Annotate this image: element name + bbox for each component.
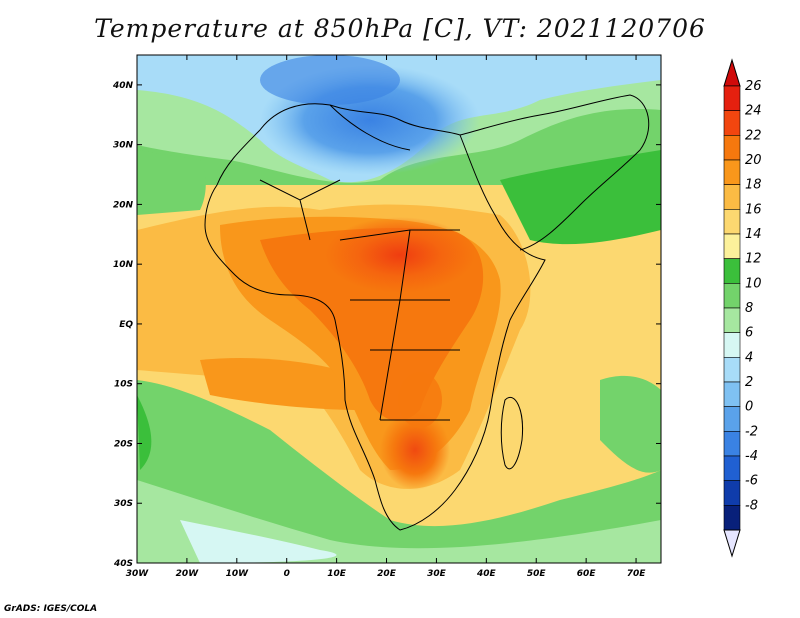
colorbar-label: 10 xyxy=(745,276,762,291)
longitude-ticks: 30W 20W 10W 0 10E 20E 30E 40E 50E 60E 70E xyxy=(126,55,646,579)
colorbar-swatch xyxy=(723,184,741,210)
colorbar-swatch xyxy=(723,233,741,259)
colorbar-label: 4 xyxy=(745,350,753,365)
colorbar-swatch xyxy=(723,135,741,161)
colorbar-swatch xyxy=(723,480,741,506)
lon-tick-label: 10W xyxy=(226,569,250,579)
colorbar-label: 18 xyxy=(745,178,762,193)
colorbar-label: -6 xyxy=(745,474,758,489)
lon-tick-label: 20E xyxy=(377,569,397,579)
colorbar-swatch xyxy=(723,357,741,383)
lon-tick-label: 50E xyxy=(527,569,547,579)
lon-tick-label: 40E xyxy=(476,569,497,579)
colorbar-swatch xyxy=(723,283,741,309)
chart-title: Temperature at 850hPa [C], VT: 202112070… xyxy=(94,14,706,43)
lat-tick-label: 40S xyxy=(113,559,133,569)
lon-tick-label: 70E xyxy=(627,569,647,579)
colorbar-top-arrow xyxy=(723,58,741,87)
colorbar-label: 0 xyxy=(745,400,753,415)
lon-tick-label: 60E xyxy=(577,569,597,579)
coastlines xyxy=(204,94,650,531)
colorbar-label: 26 xyxy=(745,79,762,94)
lat-tick-label: EQ xyxy=(119,320,133,330)
lon-tick-label: 30E xyxy=(427,569,447,579)
colorbar-label: 20 xyxy=(745,153,762,168)
colorbar-swatch xyxy=(723,85,741,111)
lat-tick-label: 20S xyxy=(114,439,133,449)
colorbar-swatch xyxy=(723,307,741,333)
lat-tick-label: 30S xyxy=(114,499,133,509)
colorbar-label: 16 xyxy=(745,202,762,217)
colorbar-swatch xyxy=(723,431,741,457)
colorbar-label: -8 xyxy=(745,498,758,513)
colorbar-swatch xyxy=(723,332,741,358)
map-frame xyxy=(136,54,662,564)
colorbar-bottom-arrow xyxy=(723,529,741,558)
lat-tick-label: 10S xyxy=(114,380,133,390)
latitude-ticks: 40N 30N 20N 10N EQ 10S 20S 30S 40S xyxy=(112,81,661,569)
colorbar-label: 12 xyxy=(745,252,762,267)
lat-tick-label: 10N xyxy=(113,260,134,270)
colorbar-swatch xyxy=(723,110,741,136)
colorbar-label: 2 xyxy=(745,375,753,390)
colorbar-swatch xyxy=(723,406,741,432)
colorbar-swatch xyxy=(723,505,741,531)
colorbar-swatch xyxy=(723,209,741,235)
lon-tick-label: 0 xyxy=(284,569,290,579)
colorbar-label: -2 xyxy=(745,424,758,439)
lon-tick-label: 30W xyxy=(126,569,150,579)
colorbar-swatch xyxy=(723,455,741,481)
lat-tick-label: 40N xyxy=(112,81,134,91)
colorbar-label: 22 xyxy=(745,128,762,143)
lat-tick-label: 30N xyxy=(113,141,134,151)
colorbar-label: 6 xyxy=(745,326,753,341)
lon-tick-label: 10E xyxy=(327,569,347,579)
colorbar-label: 8 xyxy=(745,301,753,316)
credit-text: GrADS: IGES/COLA xyxy=(4,604,98,614)
lat-tick-label: 20N xyxy=(113,200,134,210)
colorbar-label: 14 xyxy=(745,227,762,242)
lon-tick-label: 20W xyxy=(176,569,200,579)
colorbar-swatch xyxy=(723,159,741,185)
colorbar-swatch xyxy=(723,381,741,407)
colorbar-label: 24 xyxy=(745,104,762,119)
colorbar-label: -4 xyxy=(745,449,758,464)
colorbar-swatch xyxy=(723,258,741,284)
